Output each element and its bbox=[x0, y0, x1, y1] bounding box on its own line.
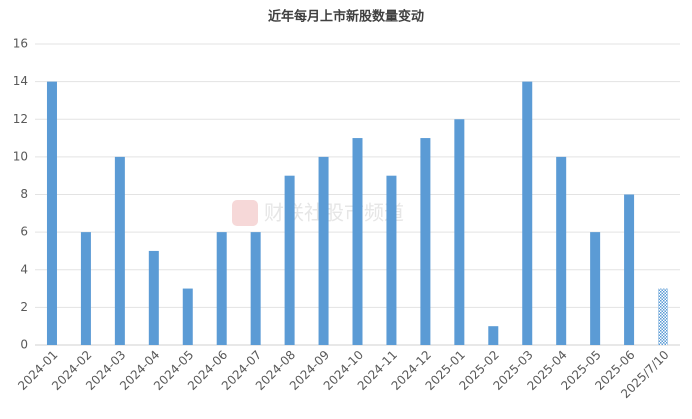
bar bbox=[250, 232, 261, 345]
watermark-logo bbox=[232, 200, 258, 226]
y-tick-label: 4 bbox=[20, 262, 28, 276]
y-tick-label: 2 bbox=[20, 300, 28, 314]
y-tick-label: 6 bbox=[20, 225, 28, 239]
bar bbox=[352, 138, 363, 345]
bar bbox=[148, 250, 159, 345]
bar bbox=[46, 81, 57, 345]
bar bbox=[420, 138, 431, 345]
bar bbox=[80, 232, 91, 345]
bar bbox=[590, 232, 601, 345]
chart-title: 近年每月上市新股数量变动 bbox=[268, 9, 424, 25]
bar bbox=[488, 326, 499, 345]
bar bbox=[624, 194, 635, 345]
y-tick-label: 8 bbox=[20, 187, 28, 201]
bar bbox=[114, 156, 125, 345]
y-tick-label: 10 bbox=[13, 149, 28, 163]
bar bbox=[386, 175, 397, 345]
y-tick-label: 0 bbox=[20, 338, 28, 352]
bar bbox=[318, 156, 329, 345]
y-tick-label: 14 bbox=[13, 74, 28, 88]
bar bbox=[556, 156, 567, 345]
watermark-group: 财联社股市频道 bbox=[232, 200, 404, 226]
bar bbox=[284, 175, 295, 345]
bar bbox=[182, 288, 193, 345]
y-tick-label: 16 bbox=[13, 37, 28, 51]
y-tick-label: 12 bbox=[13, 112, 28, 126]
bar bbox=[454, 119, 465, 345]
bar bbox=[522, 81, 533, 345]
bar bbox=[658, 288, 669, 345]
bar bbox=[216, 232, 227, 345]
